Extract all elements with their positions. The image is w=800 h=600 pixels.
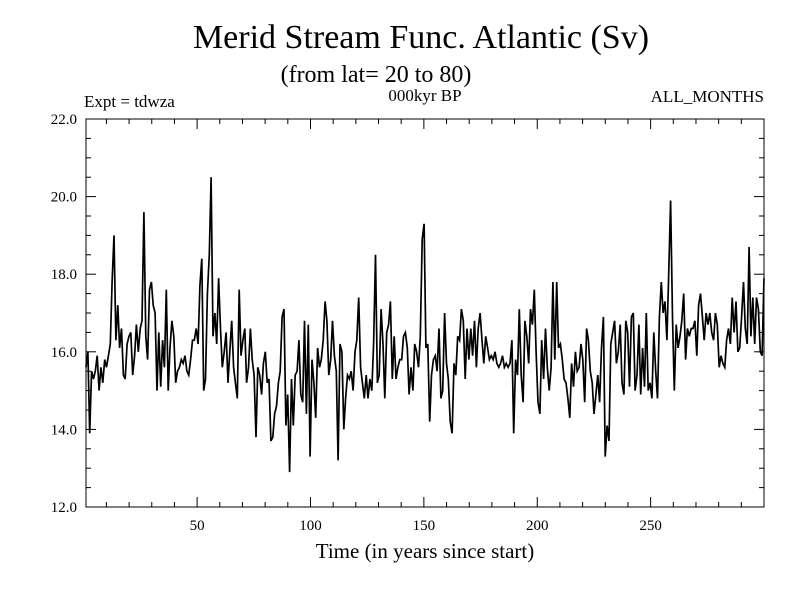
y-tick-label: 22.0: [51, 112, 77, 128]
y-tick-label: 16.0: [51, 345, 77, 361]
plot-area: 50 100 150 200 250 12.0 14.0 16.0 18.0 20.0 22.0: [51, 112, 765, 534]
x-axis-label: Time (in years since start): [316, 539, 535, 563]
experiment-label: Expt = tdwza: [84, 92, 175, 111]
y-tick-label: 12.0: [51, 500, 77, 516]
chart-subtitle: (from lat= 20 to 80): [281, 62, 472, 88]
x-tick-label: 100: [299, 518, 322, 534]
y-tick-label: 20.0: [51, 190, 77, 206]
x-tick-label: 150: [413, 518, 436, 534]
months-label: ALL_MONTHS: [651, 87, 764, 106]
x-tick-label: 200: [526, 518, 549, 534]
x-tick-label: 50: [190, 518, 205, 534]
period-label: 000kyr BP: [388, 86, 461, 105]
series-line: [85, 177, 765, 473]
chart-title: Merid Stream Func. Atlantic (Sv): [193, 19, 649, 56]
y-tick-label: 14.0: [51, 422, 77, 438]
x-tick-label: 250: [639, 518, 662, 534]
y-tick-label: 18.0: [51, 267, 77, 283]
